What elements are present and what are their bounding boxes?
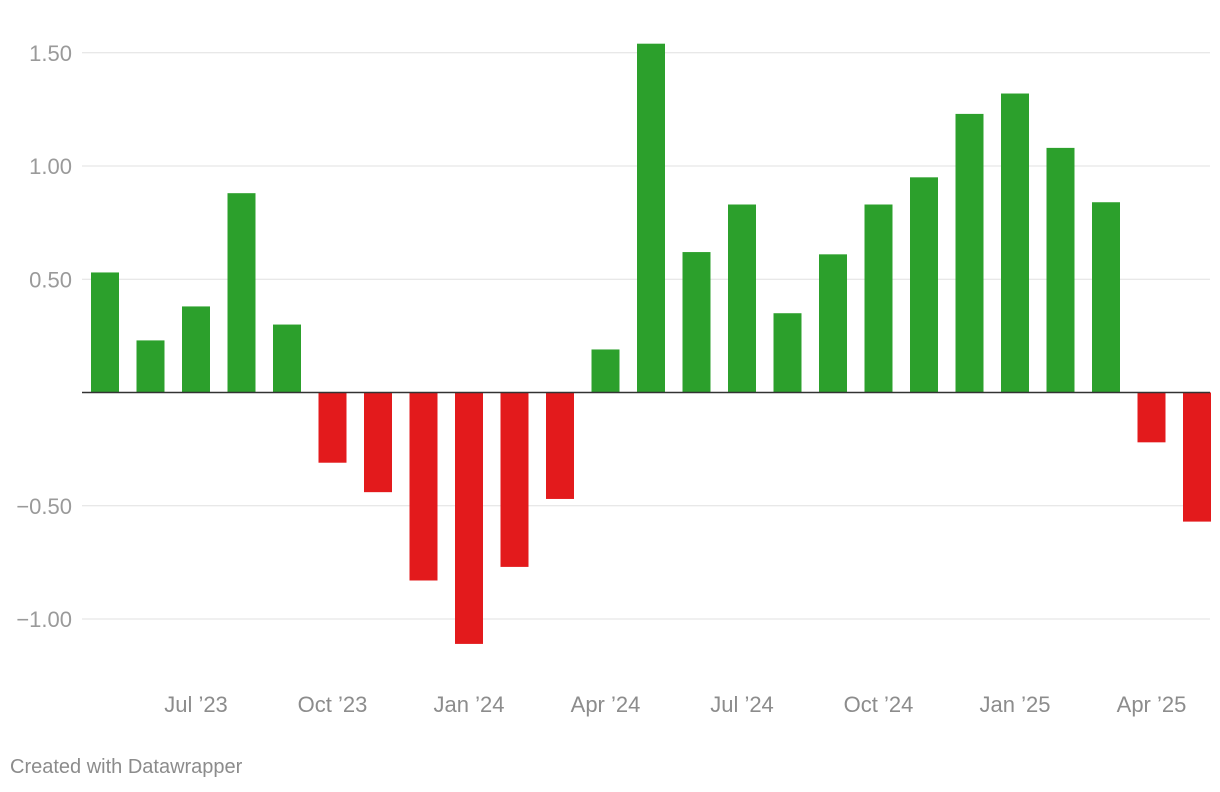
bar-sep-2023 [273,324,301,393]
x-tick-label: Jul ’23 [164,692,228,717]
bars [91,43,1211,644]
bar-may-2023 [91,272,119,393]
y-tick-label: 1.00 [29,154,72,179]
bar-oct-2023 [318,392,347,463]
bar-feb-2025 [1046,147,1075,393]
bar-aug-2023 [227,193,256,393]
bar-aug-2024 [773,313,802,393]
x-tick-label: Jan ’24 [434,692,505,717]
bar-jul-2023 [182,306,210,393]
y-axis-tick-labels: 1.50 1.00 0.50 −0.50 −1.00 [16,41,72,632]
bar-jun-2023 [136,340,165,393]
bar-dec-2024 [955,113,984,393]
x-axis-tick-labels: Jul ’23 Oct ’23 Jan ’24 Apr ’24 Jul ’24 Oct ’… [164,692,1186,717]
bar-oct-2024 [864,204,893,393]
bar-nov-2024 [910,177,938,393]
bar-feb-2024 [500,392,529,567]
bar-apr-2024 [591,349,620,393]
bar-jul-2024 [728,204,756,393]
bar-jan-2025 [1001,93,1029,393]
y-tick-label: −0.50 [16,494,72,519]
x-tick-label: Jan ’25 [980,692,1051,717]
x-tick-label: Apr ’25 [1117,692,1187,717]
bar-mar-2025 [1092,202,1120,393]
y-tick-label: 0.50 [29,267,72,292]
x-tick-label: Oct ’23 [298,692,368,717]
y-tick-label: 1.50 [29,41,72,66]
bar-apr-2025 [1137,392,1166,443]
bar-nov-2023 [364,392,392,493]
bar-jun-2024 [682,252,711,393]
bar-may-2024 [637,43,665,393]
bar-mar-2024 [546,392,574,499]
y-tick-label: −1.00 [16,607,72,632]
x-tick-label: Oct ’24 [844,692,914,717]
bar-sep-2024 [819,254,847,393]
bar-chart: 1.50 1.00 0.50 −0.50 −1.00 Jul ’23 Oct ’23 Jan… [16,41,1211,717]
x-tick-label: Apr ’24 [571,692,641,717]
datawrapper-credit: Created with Datawrapper [10,756,243,778]
bar-dec-2023 [409,392,438,581]
bar-jan-2024 [455,392,483,644]
x-tick-label: Jul ’24 [710,692,774,717]
bar-may-2025 [1183,392,1211,522]
